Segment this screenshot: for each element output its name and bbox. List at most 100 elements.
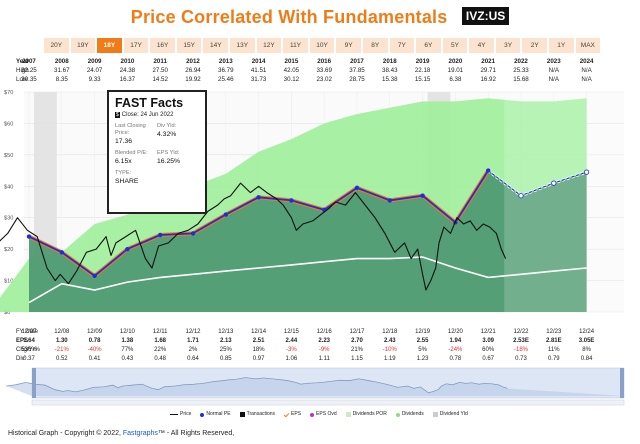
tab-7y[interactable]: 7Y — [389, 38, 415, 53]
legend-item[interactable]: EPS — [283, 410, 301, 419]
page-title: Price Correlated With Fundamentals — [130, 7, 448, 27]
copyright: Historical Graph - Copyright © 2022, Fas… — [8, 430, 234, 437]
tab-14y[interactable]: 14Y — [203, 38, 229, 53]
chg-value-cell: -40% — [87, 347, 102, 353]
tab-9y[interactable]: 9Y — [336, 38, 361, 53]
tab-5y[interactable]: 5Y — [442, 38, 468, 53]
tab-18y[interactable]: 18Y — [97, 38, 122, 53]
legend-label: Price — [180, 411, 192, 417]
fy-date-cell: 12/22 — [513, 329, 529, 335]
overview-area — [6, 377, 624, 396]
eps-value-cell: 2.81E — [545, 338, 562, 344]
legend-swatch-icon — [432, 412, 438, 417]
forecast-shade — [504, 92, 624, 312]
normal-pe-point — [125, 246, 130, 252]
summary-year-cell: 2022 — [514, 58, 528, 65]
chg-value-cell: 77% — [121, 347, 134, 353]
fy-date-cell: 12/20 — [447, 329, 463, 335]
summary-year-cell: 2024 — [579, 58, 594, 65]
tab-16y[interactable]: 16Y — [150, 38, 175, 53]
div-yld-value: 4.32% — [157, 131, 177, 138]
summary-low-cell: 28.75 — [349, 76, 365, 83]
tab-8y[interactable]: 8Y — [362, 38, 388, 53]
summary-year-cell: 2015 — [284, 58, 299, 65]
legend-item[interactable]: Transactions — [239, 410, 276, 419]
legend-item[interactable]: Dividends POR — [345, 410, 387, 419]
eps-row-label: EPS — [16, 338, 29, 344]
summary-high-cell: 24.38 — [119, 67, 136, 74]
tab-13y[interactable]: 13Y — [230, 38, 255, 53]
summary-low-cell: N/A — [548, 76, 559, 83]
fy-date-cell: 12/14 — [251, 329, 267, 335]
legend-label: Dividends POR — [352, 411, 387, 417]
dollar-icon: $ — [115, 112, 120, 118]
blended-pe-value: 6.15x — [115, 158, 132, 165]
legend-item[interactable]: Price — [170, 410, 191, 419]
tab-6y[interactable]: 6Y — [416, 38, 441, 53]
normal-pe-point — [157, 232, 163, 238]
fastgraphs-link[interactable]: Fastgraphs — [122, 430, 158, 437]
type-cell: TYPE: SHARE — [115, 170, 157, 186]
summary-high-cell: N/A — [548, 67, 559, 74]
overview-handle-left — [32, 368, 36, 398]
tab-2y[interactable]: 2Y — [522, 38, 547, 53]
tab-15y[interactable]: 15Y — [176, 38, 202, 53]
legend-swatch-icon — [283, 411, 290, 418]
div-value-cell: 0.79 — [547, 356, 560, 362]
legend-swatch-icon — [310, 412, 315, 417]
y-tick-label: $50 — [4, 153, 13, 159]
tab-11y[interactable]: 11Y — [283, 38, 308, 53]
summary-year-cell: 2020 — [448, 58, 463, 65]
y-tick-label: $30 — [4, 216, 13, 222]
eps-value-cell: 2.70 — [351, 338, 363, 344]
legend-item[interactable]: Normal PE — [200, 410, 231, 419]
summary-year-cell: 2011 — [153, 58, 167, 65]
legend-label: Transactions — [246, 411, 276, 417]
tab-3y[interactable]: 3Y — [495, 38, 521, 53]
fy-date-cell: 12/21 — [480, 329, 496, 335]
tab-10y[interactable]: 10Y — [309, 38, 335, 53]
normal-pe-point — [420, 193, 425, 198]
eps-value-cell: 2.23 — [318, 338, 331, 344]
summary-high-cell: 42.05 — [283, 67, 300, 74]
eps-value-cell: 3.05E — [578, 338, 595, 344]
normal-pe-point — [190, 231, 196, 236]
summary-low-cell: 31.73 — [250, 76, 267, 83]
fy-date-cell: 12/07 — [21, 329, 37, 335]
div-yld-cell: Div Yld: 4.32% — [157, 123, 199, 146]
overview-scrollbar — [31, 399, 625, 406]
tab-max[interactable]: MAX — [575, 38, 601, 53]
summary-year-cell: 2013 — [218, 58, 233, 65]
chg-value-cell: 21% — [350, 347, 363, 353]
eps-yld-label: EPS Yld: — [157, 150, 180, 156]
div-value-cell: 0.67 — [482, 356, 495, 362]
tab-20y[interactable]: 20Y — [44, 38, 69, 53]
fy-date-cell: 12/08 — [54, 329, 70, 335]
normal-pe-point — [354, 185, 360, 191]
summary-low-row: Low 20.35 8.35 9.33 16.37 14.52 19.92 25.46 31.… — [0, 75, 640, 84]
y-tick-label: $10 — [4, 279, 13, 285]
eps-row: EPS 1.64 1.30 0.78 1.38 1.68 1.71 2.13 2.51 2.44… — [0, 337, 640, 346]
legend-item[interactable]: Dividends — [395, 410, 424, 419]
legend-item[interactable]: Dividend Yld — [432, 410, 468, 419]
chg-value-cell: -24% — [448, 347, 463, 353]
chg-value-cell: 5% — [418, 347, 427, 353]
tab-12y[interactable]: 12Y — [256, 38, 282, 53]
chg-value-cell: -21% — [54, 347, 69, 353]
div-value-cell: 0.37 — [23, 356, 35, 362]
div-value-cell: 0.64 — [187, 356, 199, 362]
legend-item[interactable]: EPS Ovd — [310, 410, 337, 419]
div-value-cell: 1.15 — [351, 356, 363, 362]
chg-value-cell: 60% — [482, 347, 495, 353]
tab-1y[interactable]: 1Y — [548, 38, 574, 53]
tab-17y[interactable]: 17Y — [123, 38, 149, 53]
close-date-label: Close: 24 Jun 2022 — [121, 112, 174, 118]
tab-4y[interactable]: 4Y — [469, 38, 494, 53]
normal-pe-point — [59, 250, 64, 255]
fy-date-cell: 12/15 — [283, 329, 299, 335]
summary-low-cell: 6.38 — [449, 76, 462, 83]
tab-19y[interactable]: 19Y — [70, 38, 96, 53]
eps-value-cell: 2.55 — [416, 338, 429, 344]
eps-value-cell: 1.38 — [121, 338, 134, 344]
